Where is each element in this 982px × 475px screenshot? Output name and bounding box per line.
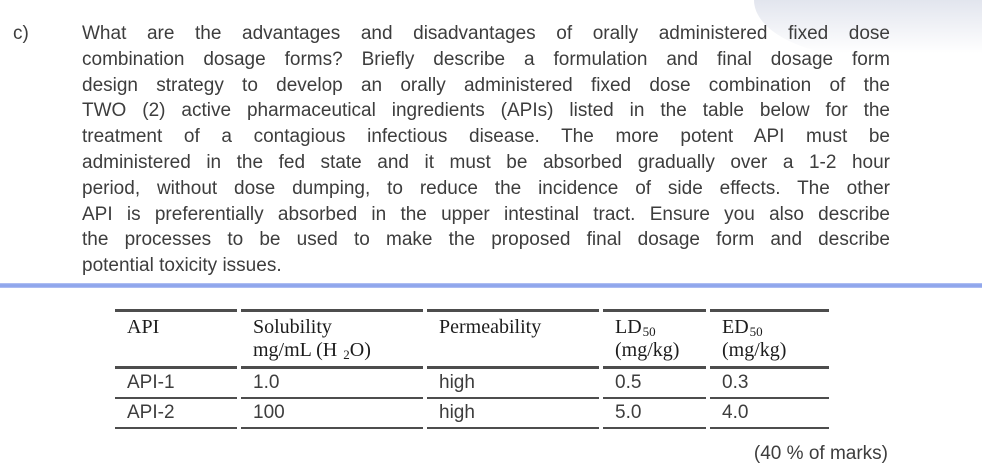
cell-ed50: 4.0 xyxy=(710,399,829,429)
subscript: 2 xyxy=(343,346,350,362)
question-line: TWO (2) active pharmaceutical ingredient… xyxy=(82,100,890,122)
question-line: design strategy to develop an orally adm… xyxy=(82,74,890,96)
question-line: period, without dose dumping, to reduce … xyxy=(82,177,890,199)
question-line: combination dosage forms? Briefly descri… xyxy=(82,48,890,70)
cell-ld50: 0.5 xyxy=(603,369,706,399)
cell-solubility: 100 xyxy=(241,399,423,429)
question-line: potential toxicity issues. xyxy=(82,255,282,277)
question-line: the processes to be used to make the pro… xyxy=(82,229,890,251)
question-line: treatment of a contagious infectious dis… xyxy=(82,126,890,148)
cell-permeability: high xyxy=(427,369,599,399)
col-header-ed50: ED50 (mg/kg) xyxy=(710,308,829,369)
cell-solubility: 1.0 xyxy=(241,369,423,399)
col-header-permeability: Permeability xyxy=(427,308,599,369)
question-text: What are the advantages and disadvantage… xyxy=(82,21,890,279)
col-header-solubility: Solubility mg/mL (H 2O) xyxy=(241,308,423,369)
col-header-ld50: LD50 (mg/kg) xyxy=(603,308,706,369)
cell-ld50: 5.0 xyxy=(603,399,706,429)
question-line: administered in the fed state and it mus… xyxy=(82,151,890,173)
table-row-api-2: API-2 100 high 5.0 4.0 xyxy=(115,399,829,429)
api-properties-table: API Solubility mg/mL (H 2O) Permeability… xyxy=(111,308,833,429)
col-header-api: API xyxy=(115,308,237,369)
question-line: API is preferentially absorbed in the up… xyxy=(82,203,890,225)
question-label: c) xyxy=(13,23,29,44)
cell-api-name: API-1 xyxy=(115,369,237,399)
subscript: 50 xyxy=(749,323,763,339)
cell-api-name: API-2 xyxy=(115,399,237,429)
table-header-row: API Solubility mg/mL (H 2O) Permeability… xyxy=(115,308,829,369)
question-line: What are the advantages and disadvantage… xyxy=(82,23,890,44)
cell-ed50: 0.3 xyxy=(710,369,829,399)
section-divider-rule xyxy=(0,282,982,288)
cell-permeability: high xyxy=(427,399,599,429)
table-row-api-1: API-1 1.0 high 0.5 0.3 xyxy=(115,369,829,399)
question-block: c) What are the advantages and disadvant… xyxy=(13,21,890,279)
subscript: 50 xyxy=(642,323,656,339)
marks-note: (40 % of marks) xyxy=(753,442,888,464)
